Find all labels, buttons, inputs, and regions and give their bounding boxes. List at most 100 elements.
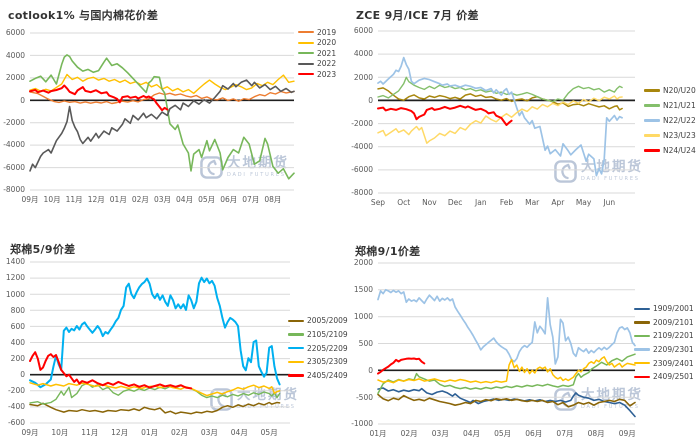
series-line-N21/U21: [377, 76, 623, 103]
y-axis-label: -600: [7, 418, 25, 428]
x-axis-label: Nov: [422, 198, 437, 207]
legend-item-N22/U22: N22/U22: [644, 113, 696, 128]
legend-label: 2005/2009: [307, 316, 348, 326]
x-axis-label: 09月: [21, 195, 39, 204]
legend-swatch: [644, 104, 660, 107]
x-axis-label: 01月: [141, 428, 159, 437]
y-axis-label: 1200: [5, 273, 25, 283]
y-axis-label: 0: [368, 365, 373, 375]
legend-item-N21/U21: N21/U21: [644, 98, 696, 113]
chart-canvas: [377, 30, 635, 194]
legend-label: 2105/2109: [307, 330, 348, 340]
legend-item-2409/2501: 2409/2501: [634, 370, 694, 384]
y-axis-label: -4000: [351, 142, 373, 151]
x-axis-label: 03月: [153, 195, 171, 204]
x-axis-label: 02月: [131, 195, 149, 204]
legend-item-2022: 2022: [298, 59, 336, 70]
x-axis-label: 07月: [556, 429, 574, 438]
chart-title: 郑棉9/1价差: [355, 245, 421, 258]
dadi-futures-logo-icon: [554, 160, 577, 183]
x-axis-label: Jan: [475, 198, 487, 207]
legend-item-2209/2301: 2209/2301: [634, 343, 694, 357]
legend-item-2023: 2023: [298, 69, 336, 80]
y-axis-label: 2000: [353, 72, 373, 82]
y-axis-label: 6000: [5, 28, 25, 38]
y-axis-label: 1000: [5, 289, 25, 299]
legend-swatch: [644, 134, 660, 137]
legend-item-N24/U24: N24/U24: [644, 143, 696, 158]
legend-swatch: [288, 319, 304, 323]
y-axis-label: 0: [20, 95, 25, 105]
x-axis-label: 12月: [87, 195, 105, 204]
legend-item-2105/2109: 2105/2109: [288, 328, 348, 342]
x-axis-label: 11月: [81, 428, 99, 437]
legend-swatch: [644, 89, 660, 92]
chart-canvas: [29, 261, 290, 424]
series-line-2009/2101: [377, 393, 636, 408]
x-axis-label: 06月: [525, 429, 543, 438]
legend-swatch: [634, 334, 650, 338]
chart-panel-zhengmian-5-9-spread: 郑棉5/9价差 大地期货 DADI FUTURES 1400 1200 1000 80…: [0, 222, 350, 444]
x-axis-label: May: [575, 198, 592, 207]
y-axis-label: 4000: [5, 50, 25, 60]
legend: 2019 2020 2021 2022 2023: [298, 27, 336, 80]
y-axis-label: 200: [10, 353, 25, 363]
legend-item-2309/2401: 2309/2401: [634, 356, 694, 370]
legend-item-1909/2001: 1909/2001: [634, 302, 694, 316]
watermark-subtitle: DADI FUTURES: [581, 403, 640, 410]
x-axis-label: Feb: [499, 198, 514, 207]
y-axis-label: 2000: [5, 73, 25, 83]
legend-label: N24/U24: [663, 146, 696, 155]
y-axis-label: -6000: [3, 162, 25, 172]
y-axis-label: 0: [20, 370, 25, 379]
y-axis-label: -4000: [3, 140, 25, 150]
x-axis-label: 01月: [369, 429, 387, 438]
chart-canvas: [29, 32, 295, 191]
x-axis-label: 04月: [230, 428, 248, 437]
x-axis-label: 11月: [65, 195, 83, 204]
legend: N20/U20 N21/U21 N22/U22 N23/U23 N24/U24: [644, 83, 696, 158]
series-line-1909/2001: [377, 387, 636, 418]
legend-label: 2021: [317, 48, 337, 58]
legend-label: N21/U21: [663, 101, 696, 110]
y-axis-label: -500: [355, 392, 373, 402]
watermark-subtitle: DADI FUTURES: [581, 175, 640, 182]
series-line-2305/2309: [29, 382, 281, 397]
y-axis-label: -8000: [351, 188, 373, 198]
x-axis-label: 05月: [198, 195, 216, 204]
watermark-brand: 大地期货: [237, 387, 299, 404]
legend-swatch: [634, 321, 650, 324]
y-axis-label: 2000: [353, 258, 373, 268]
y-axis-label: -2000: [351, 118, 373, 128]
legend-swatch: [298, 62, 314, 65]
legend-swatch: [288, 333, 304, 336]
y-axis-label: 0: [368, 95, 373, 105]
legend-swatch: [634, 361, 650, 365]
x-axis-label: 05月: [494, 429, 512, 438]
x-axis-label: 05月: [260, 428, 278, 437]
x-axis-label: Dec: [447, 198, 463, 207]
legend-label: N23/U23: [663, 131, 696, 140]
legend-label: 2023: [317, 69, 337, 79]
legend-label: 2022: [317, 59, 337, 69]
legend-swatch: [298, 52, 314, 55]
y-axis-label: 800: [10, 305, 25, 315]
y-axis-label: 400: [10, 337, 25, 347]
series-line-N22/U22: [377, 56, 623, 177]
y-axis-label: 4000: [353, 49, 373, 59]
series-line-2019: [29, 90, 295, 105]
x-axis-label: 10月: [51, 428, 69, 437]
watermark-brand: 大地期货: [581, 387, 643, 404]
legend-swatch: [288, 347, 304, 350]
legend-swatch: [634, 348, 650, 351]
legend-label: 2019: [317, 27, 337, 37]
x-axis-label: 03月: [431, 429, 449, 438]
x-axis-label: Apr: [551, 198, 565, 207]
x-axis-label: 02月: [170, 428, 189, 437]
legend: 1909/2001 2009/2101 2109/2201 2209/2301 2309…: [634, 302, 694, 384]
legend-swatch: [298, 31, 314, 34]
legend-label: 2305/2309: [307, 357, 348, 367]
x-axis-label: 01月: [109, 195, 127, 204]
series-line-2405/2409: [29, 351, 193, 390]
